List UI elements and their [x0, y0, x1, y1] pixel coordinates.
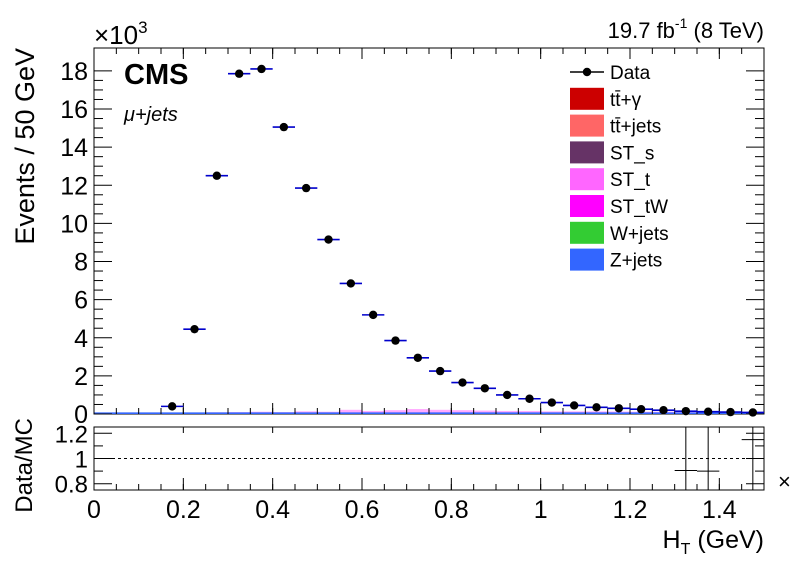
legend-label: ST_t	[610, 170, 651, 191]
data-point	[167, 402, 177, 411]
mc-stack-bin	[406, 409, 429, 414]
legend-label: Z+jets	[610, 251, 662, 272]
data-point	[726, 407, 735, 417]
ratio-y-ticks: 0.811.2	[55, 421, 764, 499]
legend-swatch	[570, 114, 604, 137]
legend-swatch	[570, 168, 604, 191]
top-x-ticks	[93, 48, 765, 414]
y-tick-label: 18	[60, 58, 88, 86]
legend-swatch	[570, 195, 604, 217]
ratio-x-ticks: 0 0.2 0.4 0.6 0.8 1 1.2 1.4	[87, 427, 765, 524]
mc-stack-bin	[473, 410, 496, 414]
y-tick-label: 16	[60, 96, 88, 124]
data-point	[301, 183, 311, 193]
x-tick-label: 0.6	[345, 496, 380, 524]
data-point	[391, 336, 400, 345]
ratio-y-tick-label: 0.8	[55, 472, 88, 499]
data-point	[681, 406, 691, 416]
data-point	[480, 384, 490, 393]
x-tick-label: 0	[87, 496, 101, 524]
data-point	[368, 310, 378, 320]
data-point	[190, 324, 199, 334]
y-tick-label: 6	[74, 287, 88, 315]
y-tick-label: 12	[60, 172, 88, 200]
legend-label: tt̄+γ	[610, 90, 642, 111]
data-point	[435, 366, 445, 376]
mc-stack-bin	[339, 409, 362, 414]
data-point	[525, 394, 534, 403]
data-point	[748, 408, 758, 417]
legend-swatch	[570, 141, 604, 164]
y-tick-label: 10	[60, 210, 88, 238]
x-tick-label: 1	[534, 496, 548, 524]
data-point	[234, 69, 244, 78]
legend: Data tt̄+γ tt̄+jets ST_s ST_t ST_tW W+jets Z+je…	[570, 63, 669, 272]
legend-label: Data	[610, 63, 651, 84]
top-y-ticks: 0 2 4 6 8 10 12 14 16 18	[60, 58, 764, 429]
y-tick-label: 2	[74, 363, 88, 391]
x-tick-label: 0.8	[434, 496, 469, 524]
data-point	[279, 122, 289, 132]
data-point	[324, 235, 333, 244]
y-multiplier: ×103	[94, 18, 148, 50]
x-tick-label: 0.4	[255, 496, 290, 524]
data-point	[502, 390, 512, 400]
data-point	[212, 171, 222, 180]
overflow-marker: ×	[778, 469, 791, 494]
data-point	[346, 279, 356, 288]
x-tick-label: 0.2	[166, 496, 201, 524]
legend-swatch	[570, 221, 604, 244]
mc-stack-bin	[384, 410, 407, 414]
y-tick-label: 14	[60, 134, 88, 162]
legend-label: ST_s	[610, 143, 654, 164]
y-tick-label: 0	[74, 401, 88, 429]
legend-label: W+jets	[610, 224, 669, 245]
legend-label: tt̄+jets	[610, 117, 661, 138]
ratio-y-tick-label: 1	[75, 447, 88, 474]
lumi-label: 19.7 fb-1 (8 TeV)	[608, 15, 764, 43]
ratio-panel-frame	[93, 426, 765, 491]
x-tick-label: 1.2	[613, 496, 648, 524]
mc-stack-bin	[429, 409, 452, 414]
channel-label: μ+jets	[123, 104, 178, 126]
data-point	[547, 398, 557, 407]
y-tick-label: 4	[74, 325, 88, 353]
y-tick-label: 8	[74, 249, 88, 277]
y-axis-title: Events / 50 GeV	[10, 48, 40, 245]
legend-data-marker	[582, 67, 592, 77]
ratio-y-tick-label: 1.2	[55, 421, 88, 448]
data-point	[659, 405, 668, 415]
mc-stack-bin	[451, 410, 474, 414]
data-point	[569, 401, 579, 410]
data-point	[614, 404, 624, 413]
ratio-points-layer	[674, 427, 764, 490]
data-point	[257, 64, 266, 74]
experiment-label: CMS	[124, 59, 188, 91]
ratio-y-axis-title: Data/MC	[11, 418, 38, 513]
data-points-layer	[161, 64, 764, 417]
legend-label: ST_tW	[610, 197, 668, 218]
data-point	[458, 378, 467, 387]
legend-swatch	[570, 248, 604, 271]
data-point	[413, 353, 423, 362]
legend-swatch	[570, 87, 604, 110]
x-tick-label: 1.4	[702, 496, 737, 524]
x-axis-title: HT (GeV)	[663, 526, 764, 558]
data-point	[703, 407, 713, 416]
data-point	[592, 403, 601, 412]
data-point	[636, 405, 646, 414]
